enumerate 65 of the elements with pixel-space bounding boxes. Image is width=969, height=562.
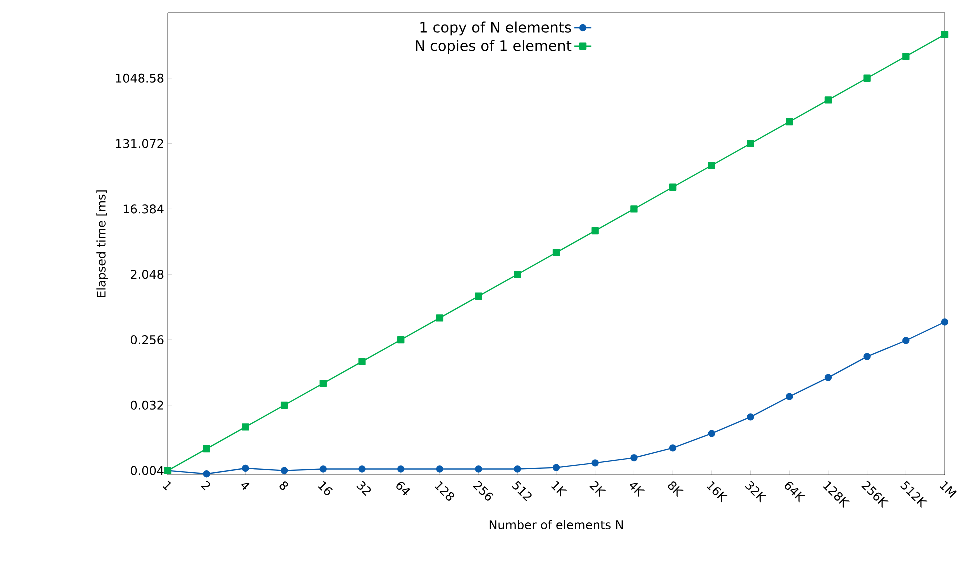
point [203, 470, 210, 478]
point [630, 454, 638, 462]
point [358, 466, 366, 473]
point [747, 140, 754, 148]
point [398, 336, 405, 344]
x-tick-label: 2 [201, 481, 210, 491]
point [902, 53, 910, 60]
point [592, 227, 599, 235]
x-tick-label: 128 [434, 481, 454, 501]
point [514, 271, 522, 278]
point [864, 353, 871, 360]
point [941, 318, 949, 326]
point [708, 162, 716, 170]
x-axis-title: Number of elements N [490, 520, 624, 530]
x-tick-label: 1M [940, 481, 957, 498]
x-tick-label: 32 [356, 481, 372, 496]
x-tick-label: 1 [162, 481, 172, 491]
point [358, 358, 366, 366]
x-tick-label: 2K [590, 481, 606, 498]
point [398, 466, 405, 473]
x-tick-label: 1K [551, 481, 568, 498]
y-tick-label: 131.072 [116, 139, 164, 148]
point [592, 460, 599, 467]
point [824, 96, 832, 104]
x-tick-label: 8K [668, 482, 684, 498]
point [320, 380, 327, 388]
y-tick-label: 0.004 [131, 466, 164, 476]
point [630, 206, 638, 213]
x-tick-label: 8 [280, 482, 288, 490]
point [320, 466, 327, 473]
point [280, 402, 288, 409]
point [824, 374, 832, 382]
y-tick-label: 1048.58 [116, 74, 164, 83]
point [475, 466, 482, 473]
point [552, 464, 560, 472]
point [514, 466, 522, 473]
point [436, 466, 444, 473]
point [552, 249, 560, 256]
x-tick-label: 256 [473, 481, 494, 501]
x-tick-label: 4K [630, 482, 646, 498]
point [436, 314, 444, 322]
point [242, 424, 250, 431]
point [902, 337, 910, 344]
point [475, 292, 482, 300]
point [242, 464, 250, 472]
point [941, 31, 949, 38]
y-tick-label: 0.032 [131, 400, 164, 410]
point [786, 118, 794, 126]
x-tick-label: 64 [396, 482, 410, 496]
point [864, 74, 871, 82]
y-tick-label: 2.048 [131, 270, 164, 280]
x-tick-label: 4 [241, 482, 250, 490]
point [203, 445, 210, 453]
legend-label: 1 copy of N elements [420, 22, 572, 36]
point [708, 430, 716, 438]
legend-label: N copies of 1 element [416, 40, 572, 54]
point [669, 444, 677, 452]
point [280, 467, 288, 474]
x-tick-label: 16 [318, 481, 333, 496]
point [669, 184, 677, 191]
y-tick-label: 0.256 [131, 335, 164, 345]
point [747, 414, 754, 421]
y-tick-label: 16.384 [124, 204, 164, 214]
point [786, 393, 794, 400]
y-axis-title: Elapsed time [ms] [96, 190, 108, 298]
